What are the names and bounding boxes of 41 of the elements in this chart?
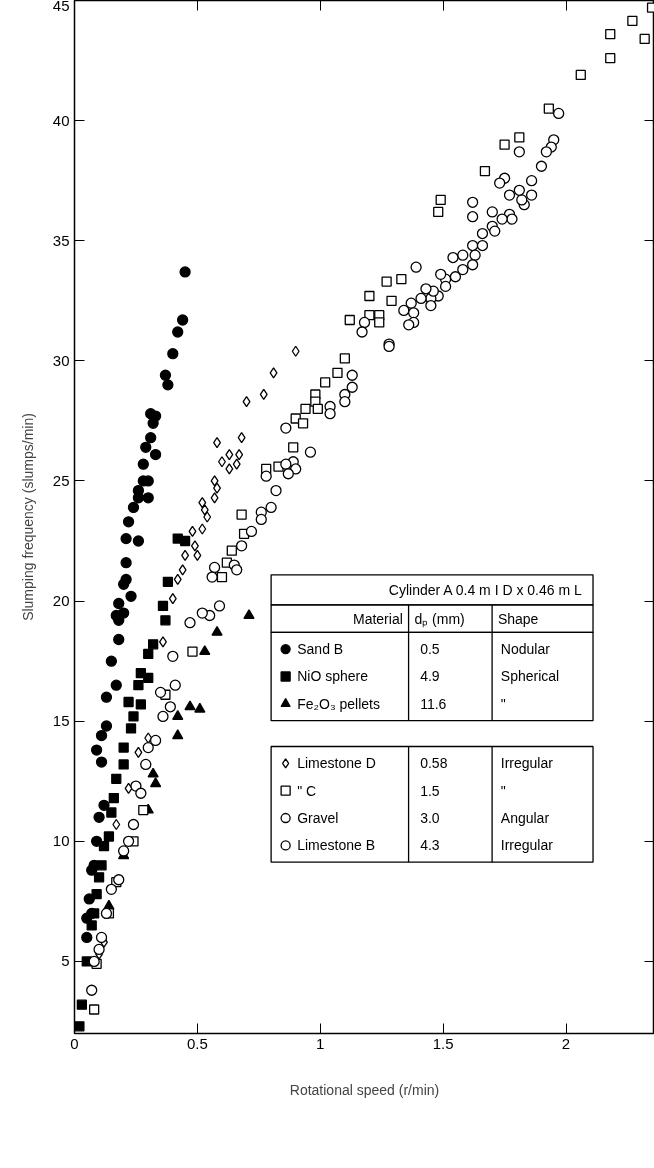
legend-label: Limestone D: [297, 755, 376, 772]
annotation: ": [500, 695, 506, 712]
y-tick-label: 30: [52, 351, 70, 369]
annotation: 0.5: [420, 641, 440, 658]
legend-label: Gravel: [297, 810, 339, 827]
legend-label: NiO sphere: [297, 668, 369, 685]
annotation: 3.0: [420, 810, 440, 827]
annotation: 4.9: [420, 668, 440, 685]
annotation: 1.5: [420, 782, 440, 799]
x-axis-title: Rotational speed (r/min): [289, 1081, 440, 1098]
annotation: dₚ (mm): [414, 610, 465, 628]
y-tick-label: 35: [52, 231, 70, 249]
annotation: Nodular: [500, 641, 551, 658]
y-tick-label: 5: [61, 952, 70, 970]
x-tick-label: 1: [316, 1034, 325, 1052]
annotation: 4.3: [420, 837, 440, 854]
legend-label: Fe₂O₃ pellets: [297, 695, 380, 712]
x-tick-label: 0: [70, 1034, 79, 1052]
legend-label: Sand B: [297, 641, 344, 658]
annotation: 11.6: [420, 695, 447, 712]
y-tick-label: 25: [52, 471, 70, 489]
legend-label: Limestone B: [297, 837, 376, 854]
annotation: Material: [352, 610, 403, 627]
annotation: 0.58: [420, 755, 448, 772]
annotation: Shape: [497, 610, 539, 627]
annotation: Irregular: [500, 837, 554, 854]
annotation: Angular: [500, 810, 550, 827]
x-tick-label: 0.5: [186, 1034, 208, 1052]
y-tick-label: 10: [52, 832, 70, 850]
y-tick-label: 40: [52, 111, 70, 129]
annotation: ": [500, 782, 506, 799]
annotation: Irregular: [500, 755, 554, 772]
y-tick-label: 15: [52, 712, 70, 730]
annotation: Spherical: [500, 668, 560, 685]
x-tick-label: 1.5: [432, 1034, 454, 1052]
legend-title: Cylinder A 0.4 m I D x 0.46 m L: [388, 581, 582, 598]
y-tick-label: 20: [52, 592, 70, 610]
y-axis-title: Slumping frequency (slumps/min): [19, 413, 36, 621]
x-tick-label: 2: [561, 1034, 571, 1052]
y-tick-label: 45: [52, 0, 70, 14]
legend-label: " C: [297, 782, 317, 799]
